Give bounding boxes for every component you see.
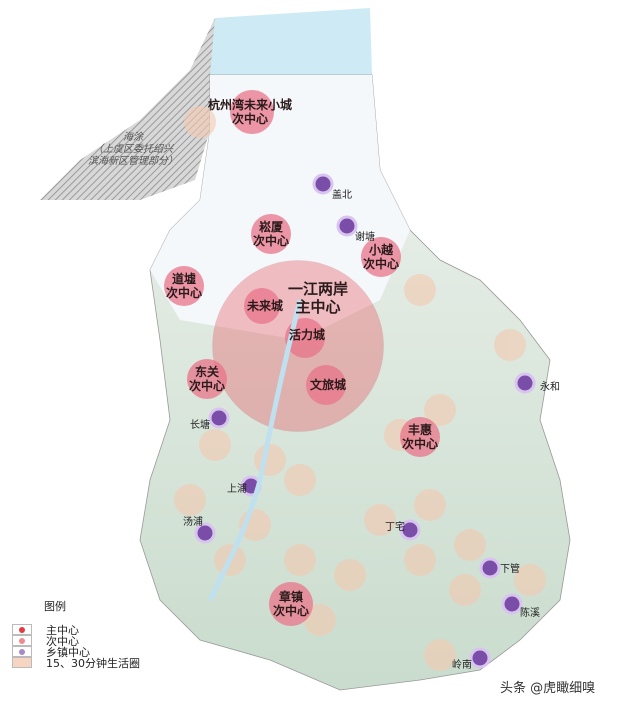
node-weilaicheng[interactable]: 未来城 [246, 299, 284, 313]
town-yonghe[interactable]: 永和 [540, 382, 560, 393]
town-xietang[interactable]: 谢塘 [355, 232, 375, 243]
legend-item-main: 主中心 [12, 624, 140, 637]
sub-center-zhangzhen[interactable]: 章镇 次中心 [272, 590, 310, 618]
legend: 图例 主中心 次中心 乡镇中心 15、30分钟生活圈 [12, 598, 140, 670]
sub-center-xiaoyue[interactable]: 小越 次中心 [362, 243, 400, 271]
hatched-label-3: 滨海新区管理部分） [88, 156, 178, 167]
legend-item-life-circle: 15、30分钟生活圈 [12, 657, 140, 670]
node-wenlvcheng[interactable]: 文旅城 [309, 378, 347, 392]
sub-center-dongguan[interactable]: 东关 次中心 [188, 365, 226, 393]
plain-area [150, 75, 410, 340]
town-changtang[interactable]: 长塘 [190, 420, 210, 431]
sub-center-fenghui[interactable]: 丰惠 次中心 [401, 423, 439, 451]
hatched-label-1: 海涂 [123, 132, 143, 143]
main-center-label[interactable]: 一江两岸 主中心 [287, 280, 349, 316]
town-center-circles [194, 173, 536, 669]
town-dingzhai[interactable]: 丁宅 [385, 522, 405, 533]
town-shangpu[interactable]: 上浦 [227, 484, 247, 495]
town-chenxi[interactable]: 陈溪 [520, 608, 540, 619]
town-xiaguan[interactable]: 下管 [500, 564, 520, 575]
water-bay [210, 8, 372, 75]
town-gaibei[interactable]: 盖北 [332, 190, 352, 201]
hatched-tideland-area [40, 18, 215, 200]
town-lingnan[interactable]: 岭南 [452, 660, 472, 671]
sub-center-hangzhouwan[interactable]: 杭州湾未来小城 次中心 [207, 98, 293, 126]
legend-title: 图例 [44, 600, 66, 613]
sub-center-circles [164, 90, 440, 626]
legend-item-sub: 次中心 [12, 635, 140, 648]
sub-center-songxia[interactable]: 崧厦 次中心 [252, 220, 290, 248]
hatched-label-2: （上虞区委托绍兴 [93, 144, 173, 155]
watermark: 头条 @虎瞰细嗅 [500, 681, 596, 696]
town-tangpu[interactable]: 汤浦 [183, 517, 203, 528]
sub-center-daoxu[interactable]: 道墟 次中心 [165, 272, 203, 300]
river [207, 299, 303, 602]
legend-item-town: 乡镇中心 [12, 646, 140, 659]
node-huolicheng[interactable]: 活力城 [288, 328, 326, 342]
